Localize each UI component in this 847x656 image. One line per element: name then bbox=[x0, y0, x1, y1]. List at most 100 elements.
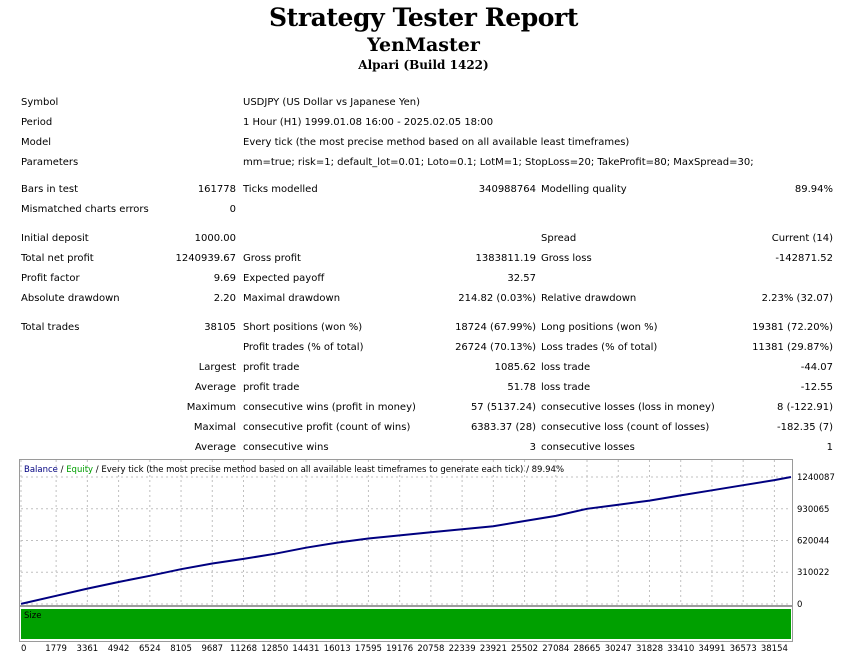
size-label: Size bbox=[24, 611, 41, 621]
spread-value: Current (14) bbox=[771, 233, 833, 244]
avg-consecutive-losses-label: consecutive losses bbox=[541, 442, 635, 453]
long-positions-label: Long positions (won %) bbox=[541, 322, 658, 333]
avg-consecutive-wins-value: 3 bbox=[529, 442, 536, 453]
x-tick-label: 27084 bbox=[542, 644, 569, 654]
x-tick-label: 0 bbox=[21, 644, 26, 654]
max-consecutive-profit-label: consecutive profit (count of wins) bbox=[243, 422, 411, 433]
x-tick-label: 8105 bbox=[170, 644, 192, 654]
chart-legend: Balance / Equity / Every tick (the most … bbox=[24, 465, 564, 475]
maximum-label: Maximum bbox=[186, 402, 236, 413]
x-tick-label: 34991 bbox=[698, 644, 725, 654]
x-tick-label: 20758 bbox=[417, 644, 444, 654]
legend-sep: / bbox=[58, 465, 66, 475]
max-consecutive-wins-value: 57 (5137.24) bbox=[470, 402, 536, 413]
x-tick-label: 33410 bbox=[667, 644, 694, 654]
gross-profit-value: 1383811.19 bbox=[475, 253, 536, 264]
x-tick-label: 6524 bbox=[139, 644, 161, 654]
x-tick-label: 1779 bbox=[45, 644, 67, 654]
model-value: Every tick (the most precise method base… bbox=[243, 137, 630, 148]
average-profit-value: 51.78 bbox=[507, 382, 536, 393]
short-positions-value: 18724 (67.99%) bbox=[455, 322, 536, 333]
profit-trades-value: 26724 (70.13%) bbox=[455, 342, 536, 353]
y-tick-label: 1240087 bbox=[797, 473, 835, 483]
x-tick-label: 38154 bbox=[761, 644, 788, 654]
mismatch-value: 0 bbox=[229, 204, 236, 215]
loss-trades-label: Loss trades (% of total) bbox=[541, 342, 658, 353]
quality-label: Modelling quality bbox=[541, 184, 627, 195]
x-tick-label: 17595 bbox=[355, 644, 382, 654]
x-tick-label: 19176 bbox=[386, 644, 413, 654]
spread-label: Spread bbox=[541, 233, 577, 244]
avg-consecutive-wins-label: consecutive wins bbox=[243, 442, 329, 453]
period-label: Period bbox=[21, 117, 53, 128]
max-consecutive-wins-label: consecutive wins (profit in money) bbox=[243, 402, 416, 413]
x-tick-label: 22339 bbox=[449, 644, 476, 654]
maximal-drawdown-label: Maximal drawdown bbox=[243, 293, 341, 304]
max-consecutive-losses-label: consecutive losses (loss in money) bbox=[541, 402, 715, 413]
profit-factor-value: 9.69 bbox=[213, 273, 236, 284]
profit-trades-label: Profit trades (% of total) bbox=[243, 342, 364, 353]
expected-payoff-label: Expected payoff bbox=[243, 273, 325, 284]
average-profit-label: profit trade bbox=[243, 382, 300, 393]
y-tick-label: 930065 bbox=[797, 505, 829, 515]
x-axis-ticks: 0 1779 3361 4942 6524 8105 9687 11268 12850 14431… bbox=[21, 644, 788, 654]
chart-grid bbox=[20, 460, 791, 605]
average-label: Average bbox=[194, 382, 236, 393]
ticks-label: Ticks modelled bbox=[243, 184, 318, 195]
net-profit-label: Total net profit bbox=[21, 253, 94, 264]
legend-balance: Balance bbox=[24, 465, 58, 475]
relative-drawdown-value: 2.23% (32.07) bbox=[761, 293, 833, 304]
period-value: 1 Hour (H1) 1999.01.08 16:00 - 2025.02.0… bbox=[243, 117, 494, 128]
absolute-drawdown-value: 2.20 bbox=[213, 293, 236, 304]
gross-loss-value: -142871.52 bbox=[775, 253, 833, 264]
bars-value: 161778 bbox=[197, 184, 236, 195]
gross-loss-label: Gross loss bbox=[541, 253, 592, 264]
absolute-drawdown-label: Absolute drawdown bbox=[21, 293, 120, 304]
loss-trades-value: 11381 (29.87%) bbox=[752, 342, 833, 353]
short-positions-label: Short positions (won %) bbox=[243, 322, 363, 333]
x-tick-label: 25502 bbox=[511, 644, 538, 654]
legend-equity: Equity bbox=[66, 465, 93, 475]
avg-consecutive-losses-value: 1 bbox=[826, 442, 833, 453]
largest-loss-label: loss trade bbox=[541, 362, 591, 373]
chart-plot-area bbox=[19, 459, 793, 606]
x-tick-label: 3361 bbox=[77, 644, 99, 654]
expected-payoff-value: 32.57 bbox=[507, 273, 536, 284]
y-tick-label: 0 bbox=[797, 600, 802, 610]
balance-series-line bbox=[20, 476, 792, 605]
parameters-value: mm=true; risk=1; default_lot=0.01; Loto=… bbox=[243, 157, 754, 168]
max-consecutive-loss-label: consecutive loss (count of losses) bbox=[541, 422, 710, 433]
x-tick-label: 23921 bbox=[480, 644, 507, 654]
relative-drawdown-label: Relative drawdown bbox=[541, 293, 637, 304]
x-tick-label: 28665 bbox=[573, 644, 600, 654]
y-tick-label: 310022 bbox=[797, 568, 829, 578]
x-tick-label: 9687 bbox=[201, 644, 223, 654]
y-tick-label: 620044 bbox=[797, 536, 829, 546]
total-trades-label: Total trades bbox=[21, 322, 80, 333]
average-loss-label: loss trade bbox=[541, 382, 591, 393]
max-consecutive-loss-value: -182.35 (7) bbox=[777, 422, 833, 433]
long-positions-value: 19381 (72.20%) bbox=[752, 322, 833, 333]
legend-description: / Every tick (the most precise method ba… bbox=[93, 465, 564, 475]
x-tick-label: 12850 bbox=[261, 644, 288, 654]
largest-profit-label: profit trade bbox=[243, 362, 300, 373]
model-label: Model bbox=[21, 137, 52, 148]
gross-profit-label: Gross profit bbox=[243, 253, 301, 264]
profit-factor-label: Profit factor bbox=[21, 273, 80, 284]
symbol-label: Symbol bbox=[21, 97, 59, 108]
net-profit-value: 1240939.67 bbox=[175, 253, 236, 264]
max-consecutive-profit-value: 6383.37 (28) bbox=[470, 422, 536, 433]
largest-label: Largest bbox=[198, 362, 236, 373]
x-tick-label: 4942 bbox=[108, 644, 130, 654]
balance-chart: Balance / Equity / Every tick (the most … bbox=[19, 459, 835, 654]
average-consecutive-label: Average bbox=[194, 442, 236, 453]
largest-profit-value: 1085.62 bbox=[494, 362, 536, 373]
largest-loss-value: -44.07 bbox=[800, 362, 833, 373]
bars-label: Bars in test bbox=[21, 184, 78, 195]
max-consecutive-losses-value: 8 (-122.91) bbox=[777, 402, 833, 413]
deposit-value: 1000.00 bbox=[194, 233, 236, 244]
mismatch-label: Mismatched charts errors bbox=[21, 204, 149, 215]
expert-name: YenMaster bbox=[367, 34, 480, 56]
maximal-label: Maximal bbox=[193, 422, 236, 433]
x-tick-label: 11268 bbox=[230, 644, 257, 654]
